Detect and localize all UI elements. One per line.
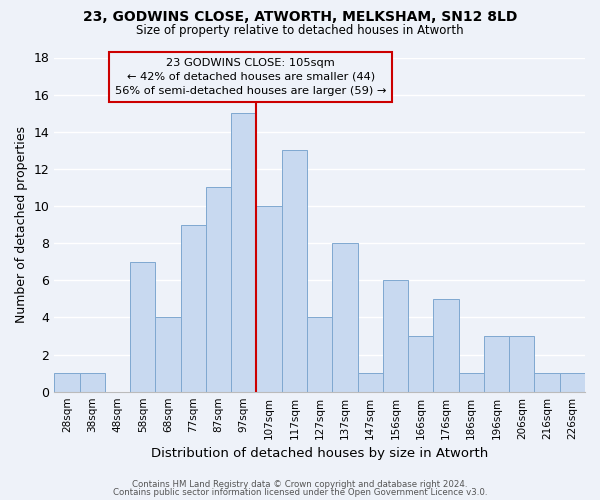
- Bar: [307, 318, 332, 392]
- Bar: [509, 336, 535, 392]
- Text: Size of property relative to detached houses in Atworth: Size of property relative to detached ho…: [136, 24, 464, 37]
- Bar: [282, 150, 307, 392]
- Bar: [231, 113, 256, 392]
- Text: Contains public sector information licensed under the Open Government Licence v3: Contains public sector information licen…: [113, 488, 487, 497]
- Bar: [332, 243, 358, 392]
- Bar: [383, 280, 408, 392]
- Bar: [358, 373, 383, 392]
- Text: Contains HM Land Registry data © Crown copyright and database right 2024.: Contains HM Land Registry data © Crown c…: [132, 480, 468, 489]
- Bar: [206, 188, 231, 392]
- Bar: [484, 336, 509, 392]
- Text: 23 GODWINS CLOSE: 105sqm
← 42% of detached houses are smaller (44)
56% of semi-d: 23 GODWINS CLOSE: 105sqm ← 42% of detach…: [115, 58, 386, 96]
- Bar: [256, 206, 282, 392]
- Bar: [408, 336, 433, 392]
- Bar: [560, 373, 585, 392]
- Text: 23, GODWINS CLOSE, ATWORTH, MELKSHAM, SN12 8LD: 23, GODWINS CLOSE, ATWORTH, MELKSHAM, SN…: [83, 10, 517, 24]
- Y-axis label: Number of detached properties: Number of detached properties: [15, 126, 28, 323]
- Bar: [130, 262, 155, 392]
- Bar: [155, 318, 181, 392]
- X-axis label: Distribution of detached houses by size in Atworth: Distribution of detached houses by size …: [151, 447, 488, 460]
- Bar: [54, 373, 80, 392]
- Bar: [535, 373, 560, 392]
- Bar: [433, 299, 458, 392]
- Bar: [181, 224, 206, 392]
- Bar: [80, 373, 105, 392]
- Bar: [458, 373, 484, 392]
